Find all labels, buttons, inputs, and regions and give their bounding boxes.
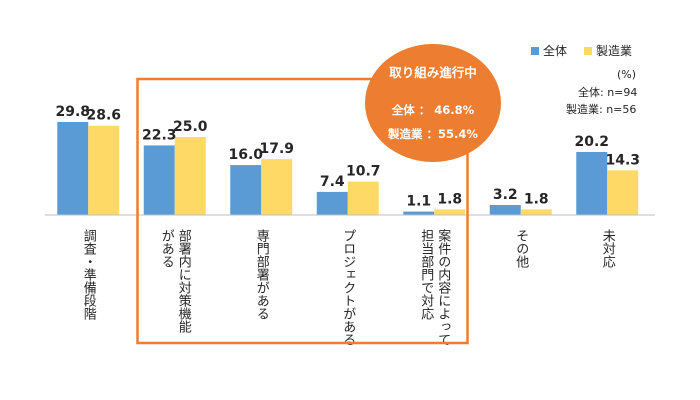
value-label-manufacturing-0: 28.6 xyxy=(86,108,121,124)
bubble-total-line: 全体 ： 46.8% xyxy=(391,103,475,117)
value-label-total-4: 1.1 xyxy=(406,194,431,210)
legend-swatch-total xyxy=(531,47,539,55)
category-label-5: その他 xyxy=(513,229,529,269)
value-label-manufacturing-4: 1.8 xyxy=(437,191,462,207)
bar-manufacturing-4 xyxy=(434,209,466,215)
value-label-total-3: 7.4 xyxy=(320,174,345,190)
value-label-total-2: 16.0 xyxy=(228,147,263,163)
category-label-1-line-1: がある xyxy=(159,229,175,268)
bar-total-2 xyxy=(230,165,262,215)
bar-total-6 xyxy=(576,151,608,215)
value-label-manufacturing-6: 14.3 xyxy=(605,152,640,168)
value-labels-group: 29.8 22.3 16.0 7.4 1.1 3.2 20.2 28.6 25.0 17.9 10.… xyxy=(55,104,640,210)
value-label-manufacturing-2: 17.9 xyxy=(259,141,294,157)
bubble-title: 取り組み進行中 xyxy=(389,65,477,80)
legend-label-manufacturing: 製造業 xyxy=(596,44,632,58)
sample-note-manufacturing: 製造業: n=56 xyxy=(566,102,636,116)
sample-note-total: 全体: n=94 xyxy=(578,85,637,99)
highlight-bubble: 取り組み進行中 全体 ： 46.8% 製造業 ：55.4% xyxy=(365,44,501,162)
bar-total-5 xyxy=(489,205,521,215)
legend: 全体 製造業 xyxy=(531,43,632,58)
category-label-6: 未対応 xyxy=(600,229,616,269)
value-label-manufacturing-1: 25.0 xyxy=(173,119,208,135)
value-label-total-1: 22.3 xyxy=(142,127,177,143)
bar-total-1 xyxy=(143,145,175,215)
highlight-box xyxy=(136,77,469,345)
category-label-4-line-0: 案件の内容によって xyxy=(435,229,451,346)
value-label-manufacturing-5: 1.8 xyxy=(524,191,549,207)
bubble-shape xyxy=(365,44,501,162)
value-label-manufacturing-3: 10.7 xyxy=(346,164,381,180)
bar-manufacturing-1 xyxy=(174,136,206,215)
bar-manufacturing-6 xyxy=(607,170,639,215)
category-label-4-line-1: 担当部門で対応 xyxy=(418,229,434,321)
legend-label-total: 全体 xyxy=(543,43,567,58)
bar-total-3 xyxy=(316,191,348,215)
value-label-total-5: 3.2 xyxy=(493,187,518,203)
bar-manufacturing-0 xyxy=(88,125,120,215)
category-label-3: プロジェクトがある xyxy=(340,229,356,346)
bar-manufacturing-2 xyxy=(261,159,293,215)
bars-group xyxy=(57,122,639,215)
category-label-0: 調査・準備段階 xyxy=(81,229,97,320)
category-label-1-line-0: 部署内に対策機能 xyxy=(176,229,192,333)
unit-label: (%) xyxy=(617,68,636,81)
value-label-total-6: 20.2 xyxy=(574,134,609,150)
bar-total-0 xyxy=(57,122,89,215)
category-label-2: 専門部署がある xyxy=(254,229,270,320)
value-label-total-0: 29.8 xyxy=(55,104,90,120)
bubble-manufacturing-line: 製造業 ：55.4% xyxy=(387,127,478,141)
legend-swatch-manufacturing xyxy=(584,47,592,55)
bar-manufacturing-3 xyxy=(347,181,379,215)
bar-manufacturing-5 xyxy=(520,209,552,215)
bar-total-4 xyxy=(403,211,435,215)
